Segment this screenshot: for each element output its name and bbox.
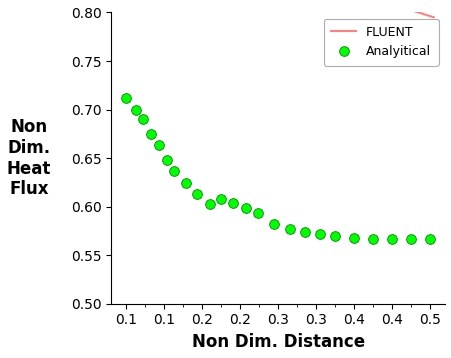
Line: FLUENT: FLUENT bbox=[122, 0, 433, 17]
Analyitical bbox=[147, 131, 155, 137]
Analyitical bbox=[285, 226, 293, 232]
X-axis label: Non Dim. Distance: Non Dim. Distance bbox=[191, 333, 364, 351]
Analyitical bbox=[253, 211, 261, 216]
Analyitical bbox=[270, 221, 277, 227]
FLUENT bbox=[423, 13, 428, 17]
Analyitical bbox=[387, 236, 395, 242]
Analyitical bbox=[193, 191, 200, 197]
Analyitical bbox=[406, 236, 414, 242]
FLUENT bbox=[430, 15, 435, 19]
Analyitical bbox=[170, 168, 177, 174]
Analyitical bbox=[350, 235, 357, 241]
Analyitical bbox=[182, 180, 189, 186]
Analyitical bbox=[368, 236, 376, 242]
Legend: FLUENT, Analyitical: FLUENT, Analyitical bbox=[323, 19, 438, 66]
Analyitical bbox=[241, 205, 249, 211]
Analyitical bbox=[206, 201, 213, 207]
Analyitical bbox=[132, 107, 139, 112]
Analyitical bbox=[316, 231, 323, 237]
Analyitical bbox=[300, 229, 308, 235]
Analyitical bbox=[155, 142, 162, 147]
Analyitical bbox=[217, 196, 225, 202]
Analyitical bbox=[163, 157, 170, 163]
Analyitical bbox=[425, 236, 433, 242]
Analyitical bbox=[229, 200, 236, 205]
Analyitical bbox=[139, 116, 147, 122]
Y-axis label: Non
Dim.
Heat
Flux: Non Dim. Heat Flux bbox=[7, 118, 51, 198]
Analyitical bbox=[331, 233, 338, 239]
Analyitical bbox=[123, 95, 130, 101]
